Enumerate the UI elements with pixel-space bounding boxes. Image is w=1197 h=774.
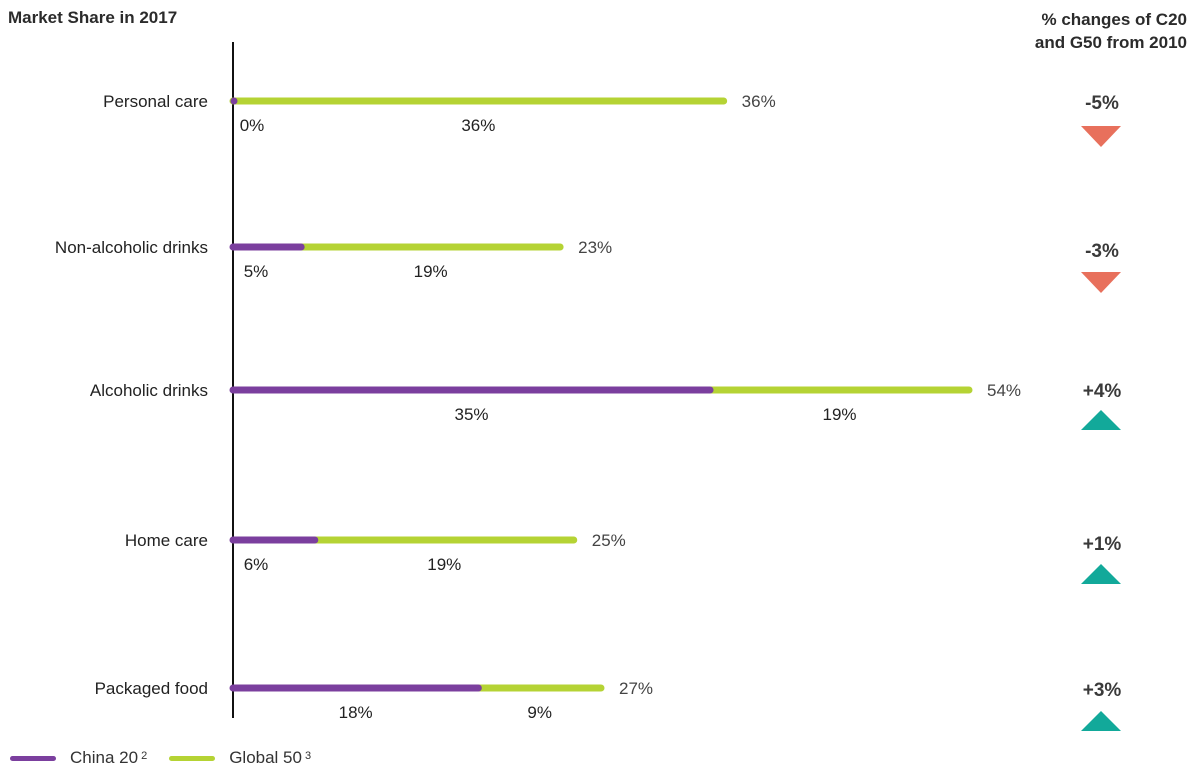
total-label-non-alcoholic-drinks: 23% — [578, 238, 612, 257]
china-value-label-alcoholic-drinks: 35% — [455, 405, 489, 424]
china-value-label-non-alcoholic-drinks: 5% — [244, 262, 269, 281]
legend-label-global: Global 50 — [229, 748, 302, 767]
arrow-up-icon — [1081, 711, 1121, 731]
changes-title-line1: % changes of C20 — [1041, 10, 1188, 29]
changes-title: % changes of C20 and G50 from 2010 — [927, 8, 1187, 54]
legend-item-global: Global 50 3 — [169, 748, 311, 768]
category-label-packaged-food: Packaged food — [95, 679, 208, 698]
total-label-personal-care: 36% — [742, 92, 776, 111]
legend-footnote-china: 2 — [141, 750, 148, 762]
arrow-down-icon — [1081, 126, 1121, 147]
category-label-home-care: Home care — [125, 531, 208, 550]
arrow-up-icon — [1081, 564, 1121, 584]
arrow-up-icon — [1081, 410, 1121, 430]
global-value-label-personal-care: 36% — [461, 116, 495, 135]
china-value-label-home-care: 6% — [244, 555, 269, 574]
change-label-non-alcoholic-drinks: -3% — [1085, 241, 1119, 262]
global-value-label-alcoholic-drinks: 19% — [823, 405, 857, 424]
change-label-packaged-food: +3% — [1083, 680, 1122, 701]
legend-item-china: China 20 2 — [10, 748, 147, 768]
change-label-home-care: +1% — [1083, 534, 1122, 555]
legend-swatch-global — [169, 755, 216, 761]
change-label-personal-care: -5% — [1085, 93, 1119, 114]
changes-title-line2: and G50 from 2010 — [1034, 33, 1187, 52]
bar-china-personal-care — [230, 97, 238, 105]
legend-swatch-china — [10, 755, 56, 761]
total-label-alcoholic-drinks: 54% — [987, 381, 1021, 400]
global-value-label-home-care: 19% — [427, 555, 461, 574]
legend-footnote-global: 3 — [304, 750, 312, 762]
category-label-alcoholic-drinks: Alcoholic drinks — [90, 381, 208, 400]
global-value-label-packaged-food: 9% — [527, 703, 552, 722]
total-label-home-care: 25% — [592, 531, 626, 550]
category-label-non-alcoholic-drinks: Non-alcoholic drinks — [55, 238, 208, 257]
legend: China 20 2 Global 50 3 — [10, 748, 333, 768]
total-label-packaged-food: 27% — [619, 679, 653, 698]
china-value-label-packaged-food: 18% — [339, 703, 373, 722]
global-value-label-non-alcoholic-drinks: 19% — [414, 262, 448, 281]
category-label-personal-care: Personal care — [103, 92, 208, 111]
arrow-down-icon — [1081, 272, 1121, 293]
chart-title: Market Share in 2017 — [8, 8, 178, 27]
change-label-alcoholic-drinks: +4% — [1083, 381, 1122, 402]
china-value-label-personal-care: 0% — [240, 116, 265, 135]
legend-label-china: China 20 — [70, 748, 139, 767]
